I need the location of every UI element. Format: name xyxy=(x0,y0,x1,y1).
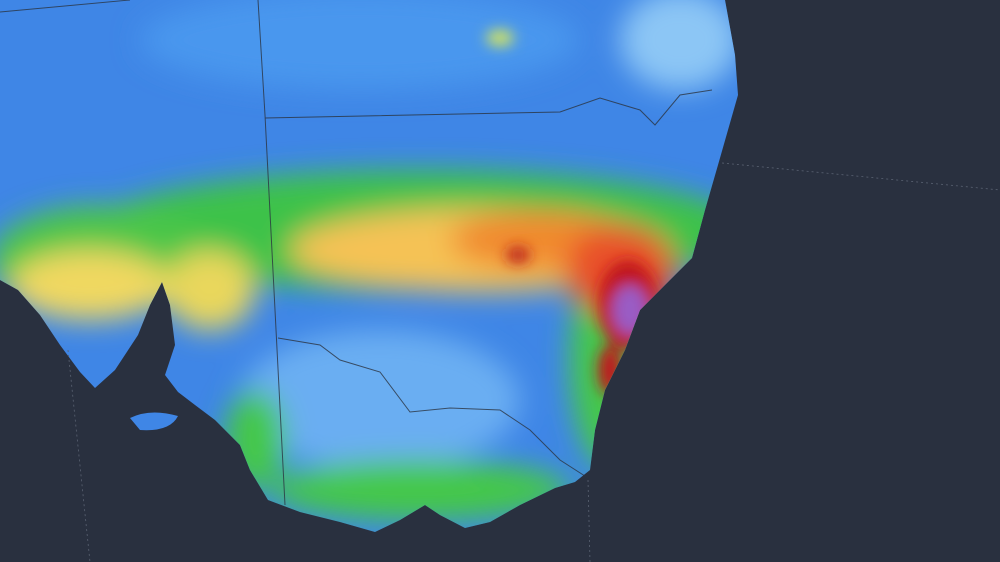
grid-line xyxy=(721,162,1000,191)
grid-line xyxy=(587,479,591,562)
border xyxy=(257,0,286,506)
rain-blob xyxy=(506,247,530,263)
border xyxy=(277,337,589,479)
rain-blob xyxy=(10,250,170,320)
graticule xyxy=(67,162,1000,562)
land xyxy=(0,0,738,532)
state-borders xyxy=(0,0,713,506)
rain-blob xyxy=(140,0,580,90)
border xyxy=(264,89,713,126)
rain-blob xyxy=(620,0,738,90)
rain-blob xyxy=(240,330,520,470)
rain-blob xyxy=(486,30,514,46)
rain-blob xyxy=(165,250,255,330)
border xyxy=(0,0,131,13)
rain-blob xyxy=(270,460,570,520)
grid-line xyxy=(67,349,91,562)
